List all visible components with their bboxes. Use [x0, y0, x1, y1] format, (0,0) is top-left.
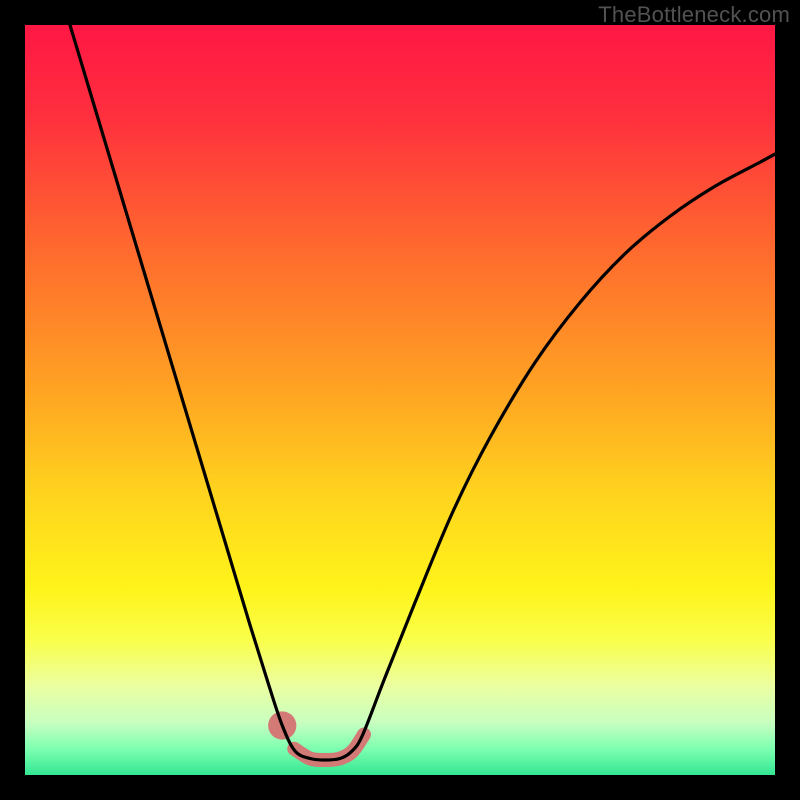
- watermark-text: TheBottleneck.com: [598, 2, 790, 28]
- bottleneck-chart: [0, 0, 800, 800]
- plot-background-gradient: [25, 25, 775, 775]
